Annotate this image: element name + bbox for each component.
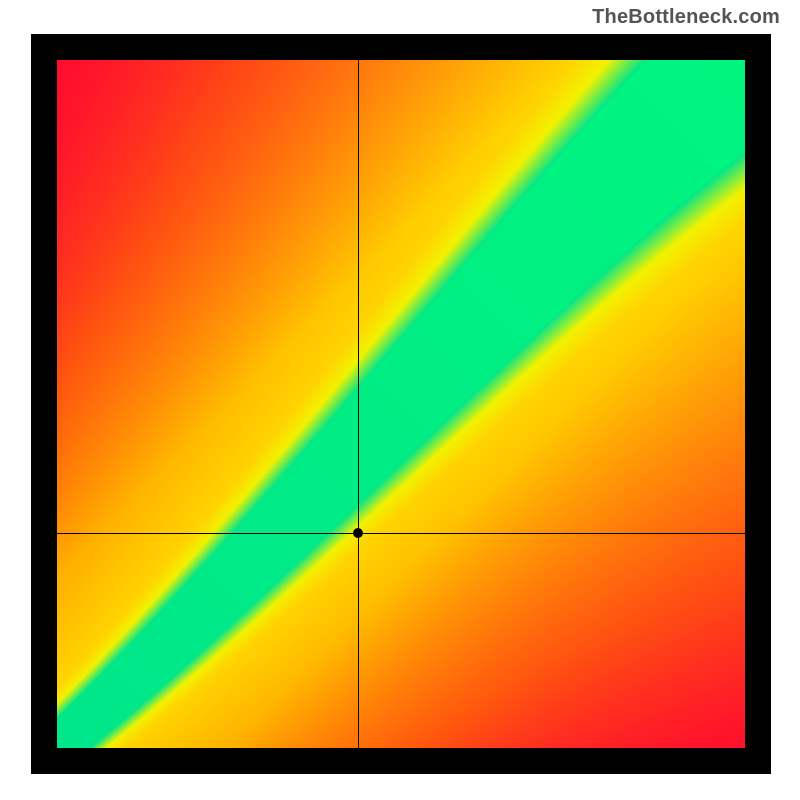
- chart-container: TheBottleneck.com: [0, 0, 800, 800]
- bottleneck-heatmap: [57, 60, 745, 748]
- marker-dot: [353, 528, 363, 538]
- crosshair-vertical: [358, 60, 359, 748]
- watermark-text: TheBottleneck.com: [592, 6, 780, 29]
- crosshair-horizontal: [57, 533, 745, 534]
